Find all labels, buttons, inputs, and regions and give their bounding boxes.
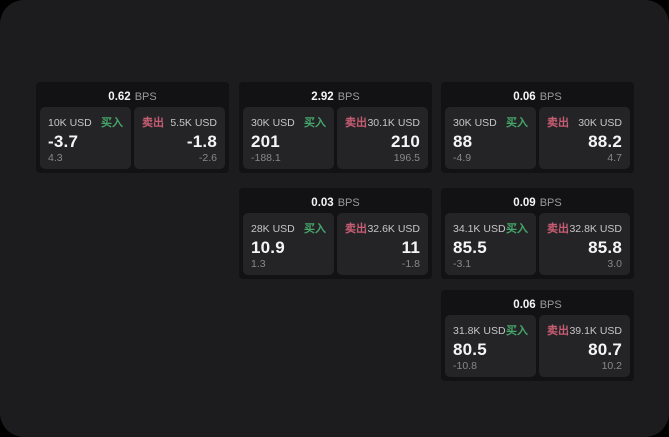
quote-card: 0.06 BPS 30K USD 买入 88 -4.9 卖出 30K USD [441, 82, 634, 173]
buy-badge[interactable]: 买入 [506, 223, 528, 235]
buy-sub-value: -3.1 [453, 257, 472, 270]
buy-panel[interactable]: 31.8K USD 买入 80.5 -10.8 [445, 315, 536, 377]
bps-value: 0.06 [513, 90, 536, 103]
buy-price-value: 201 [251, 131, 280, 151]
buy-sub-value: -188.1 [251, 151, 281, 164]
sell-badge[interactable]: 卖出 [547, 223, 569, 235]
sell-amount-label: 39.1K USD [569, 325, 622, 337]
sell-panel[interactable]: 卖出 5.5K USD -1.8 -2.6 [134, 107, 225, 169]
sell-panel[interactable]: 卖出 32.6K USD 11 -1.8 [337, 213, 428, 275]
bps-value: 2.92 [311, 90, 334, 103]
bps-value: 0.09 [513, 196, 536, 209]
sell-badge[interactable]: 卖出 [345, 223, 367, 235]
bps-header: 0.62 BPS [40, 86, 225, 107]
sell-amount-label: 5.5K USD [170, 117, 217, 129]
buy-price-value: 88 [453, 131, 473, 151]
sell-panel[interactable]: 卖出 39.1K USD 80.7 10.2 [539, 315, 630, 377]
buy-price-value: 85.5 [453, 237, 487, 257]
buy-amount-label: 10K USD [48, 117, 92, 129]
sell-panel[interactable]: 卖出 30.1K USD 210 196.5 [337, 107, 428, 169]
sell-badge[interactable]: 卖出 [547, 117, 569, 129]
bps-header: 2.92 BPS [243, 86, 428, 107]
sell-sub-value: 10.2 [601, 359, 622, 372]
buy-amount-label: 34.1K USD [453, 223, 506, 235]
buy-price-value: -3.7 [48, 131, 79, 151]
buy-sub-value: 1.3 [251, 257, 266, 270]
buy-amount-label: 31.8K USD [453, 325, 506, 337]
bps-unit-label: BPS [134, 90, 157, 103]
sell-panel[interactable]: 卖出 30K USD 88.2 4.7 [539, 107, 630, 169]
bps-value: 0.06 [513, 298, 536, 311]
bps-header: 0.03 BPS [243, 192, 428, 213]
buy-sub-value: -10.8 [453, 359, 477, 372]
sell-panel[interactable]: 卖出 32.8K USD 85.8 3.0 [539, 213, 630, 275]
sell-sub-value: 196.5 [393, 151, 420, 164]
buy-sub-value: 4.3 [48, 151, 63, 164]
bps-unit-label: BPS [337, 196, 360, 209]
buy-panel[interactable]: 28K USD 买入 10.9 1.3 [243, 213, 334, 275]
buy-badge[interactable]: 买入 [304, 117, 326, 129]
buy-badge[interactable]: 买入 [506, 117, 528, 129]
sell-sub-value: -2.6 [198, 151, 217, 164]
buy-amount-label: 30K USD [251, 117, 295, 129]
buy-amount-label: 30K USD [453, 117, 497, 129]
buy-amount-label: 28K USD [251, 223, 295, 235]
bps-unit-label: BPS [539, 298, 562, 311]
bps-unit-label: BPS [539, 196, 562, 209]
bps-value: 0.62 [108, 90, 131, 103]
buy-badge[interactable]: 买入 [304, 223, 326, 235]
sell-badge[interactable]: 卖出 [547, 325, 569, 337]
sell-badge[interactable]: 卖出 [142, 117, 164, 129]
quote-card: 0.09 BPS 34.1K USD 买入 85.5 -3.1 卖出 32.8K… [441, 188, 634, 279]
sell-price-value: 85.8 [588, 237, 622, 257]
buy-panel[interactable]: 34.1K USD 买入 85.5 -3.1 [445, 213, 536, 275]
sell-price-value: 11 [401, 237, 420, 257]
sell-badge[interactable]: 卖出 [345, 117, 367, 129]
sell-price-value: 80.7 [588, 339, 622, 359]
quote-card: 2.92 BPS 30K USD 买入 201 -188.1 卖出 30.1K … [239, 82, 432, 173]
bps-unit-label: BPS [539, 90, 562, 103]
buy-price-value: 80.5 [453, 339, 487, 359]
sell-sub-value: 4.7 [607, 151, 622, 164]
bps-header: 0.06 BPS [445, 86, 630, 107]
bps-header: 0.09 BPS [445, 192, 630, 213]
bps-unit-label: BPS [337, 90, 360, 103]
quote-card: 0.03 BPS 28K USD 买入 10.9 1.3 卖出 32.6K US… [239, 188, 432, 279]
sell-amount-label: 32.8K USD [569, 223, 622, 235]
buy-panel[interactable]: 30K USD 买入 88 -4.9 [445, 107, 536, 169]
buy-badge[interactable]: 买入 [506, 325, 528, 337]
sell-price-value: 88.2 [588, 131, 622, 151]
sell-amount-label: 30.1K USD [367, 117, 420, 129]
buy-panel[interactable]: 10K USD 买入 -3.7 4.3 [40, 107, 131, 169]
sell-price-value: 210 [391, 131, 420, 151]
bps-header: 0.06 BPS [445, 294, 630, 315]
sell-amount-label: 32.6K USD [367, 223, 420, 235]
buy-sub-value: -4.9 [453, 151, 472, 164]
buy-badge[interactable]: 买入 [101, 117, 123, 129]
sell-sub-value: 3.0 [607, 257, 622, 270]
sell-price-value: -1.8 [186, 131, 217, 151]
buy-panel[interactable]: 30K USD 买入 201 -188.1 [243, 107, 334, 169]
sell-sub-value: -1.8 [401, 257, 420, 270]
sell-amount-label: 30K USD [578, 117, 622, 129]
quote-card: 0.06 BPS 31.8K USD 买入 80.5 -10.8 卖出 39.1… [441, 290, 634, 381]
bps-value: 0.03 [311, 196, 334, 209]
buy-price-value: 10.9 [251, 237, 285, 257]
quote-card: 0.62 BPS 10K USD 买入 -3.7 4.3 卖出 5.5K USD [36, 82, 229, 173]
